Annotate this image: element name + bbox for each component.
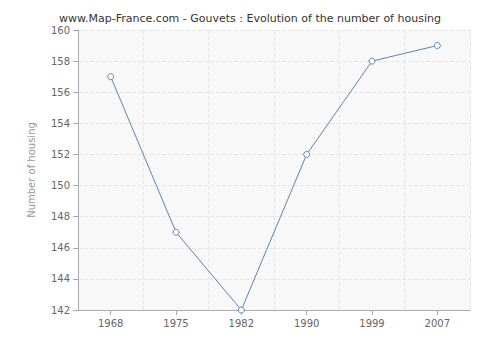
svg-text:2007: 2007 bbox=[425, 318, 450, 329]
svg-text:1968: 1968 bbox=[98, 318, 123, 329]
svg-text:158: 158 bbox=[51, 56, 70, 67]
svg-text:1990: 1990 bbox=[294, 318, 319, 329]
svg-text:1999: 1999 bbox=[359, 318, 384, 329]
svg-text:142: 142 bbox=[51, 305, 70, 316]
svg-text:146: 146 bbox=[51, 242, 70, 253]
svg-text:156: 156 bbox=[51, 87, 70, 98]
svg-text:144: 144 bbox=[51, 273, 70, 284]
svg-text:160: 160 bbox=[51, 25, 70, 36]
svg-text:www.Map-France.com - Gouvets :: www.Map-France.com - Gouvets : Evolution… bbox=[59, 12, 441, 25]
svg-text:150: 150 bbox=[51, 180, 70, 191]
svg-text:1982: 1982 bbox=[229, 318, 254, 329]
svg-text:1975: 1975 bbox=[163, 318, 188, 329]
svg-text:154: 154 bbox=[51, 118, 70, 129]
svg-text:148: 148 bbox=[51, 211, 70, 222]
svg-text:152: 152 bbox=[51, 149, 70, 160]
svg-text:Number of housing: Number of housing bbox=[26, 122, 37, 218]
